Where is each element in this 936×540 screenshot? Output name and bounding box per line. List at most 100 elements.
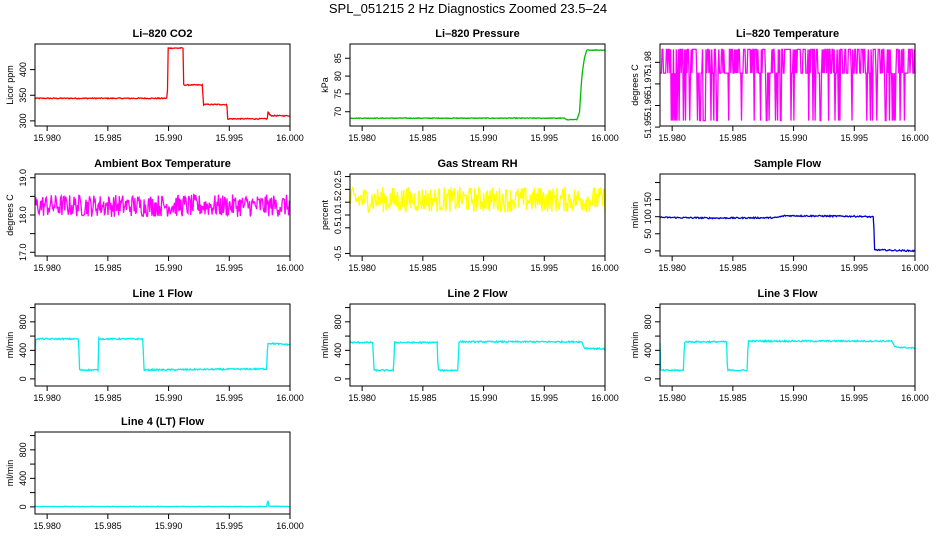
y-tick-label: 0 [643,376,653,381]
x-axis: 15.980 15.985 15.990 15.995 16.000 [658,386,929,403]
y-tick-label: 51.96 [643,94,653,117]
x-tick-label: 15.980 [33,133,61,143]
x-tick-label: 15.990 [155,133,183,143]
y-tick-label: 18.0 [18,206,28,224]
panel-7: Line 1 Flow 15.980 15.985 15.990 15.995 16.00… [5,288,304,403]
x-tick-label: 15.980 [33,521,61,531]
y-tick-label: 1.5 [333,196,343,209]
x-tick-label: 16.000 [276,263,304,273]
x-tick-label: 15.995 [216,263,244,273]
x-tick-label: 15.985 [409,393,437,403]
x-tick-label: 15.990 [780,393,808,403]
x-tick-label: 15.985 [719,263,747,273]
x-axis: 15.980 15.985 15.990 15.995 16.000 [658,126,929,143]
plot-frame [659,43,916,127]
x-axis: 15.980 15.985 15.990 15.995 16.000 [33,386,304,403]
y-tick-label: 800 [643,314,653,329]
x-tick-label: 15.985 [94,133,122,143]
series-line-5 [349,185,606,214]
panel-1: Li–820 CO2 15.980 15.985 15.990 15.995 16.000… [5,28,304,143]
y-axis-label: degrees C [630,64,640,106]
panel-9: Line 3 Flow 15.980 15.985 15.990 15.995 16.00… [630,288,929,403]
y-axis-label: ml/min [630,332,640,359]
panel-8: Line 2 Flow 15.980 15.985 15.990 15.995 16.00… [320,288,619,403]
panel-title: Ambient Box Temperature [94,158,231,170]
x-axis: 15.980 15.985 15.990 15.995 16.000 [348,126,619,143]
y-tick-label: 2.5 [333,170,343,183]
x-tick-label: 16.000 [901,133,929,143]
panel-10: Line 4 (LT) Flow 15.980 15.985 15.990 15.995… [5,416,304,531]
x-tick-label: 15.985 [94,263,122,273]
plot-frame [34,431,291,515]
y-tick-label: 51.97 [643,73,653,96]
x-tick-label: 16.000 [591,133,619,143]
y-tick-label: 0 [643,248,653,253]
x-tick-label: 15.980 [33,263,61,273]
x-tick-label: 15.980 [348,133,376,143]
x-axis: 15.980 15.985 15.990 15.995 16.000 [658,256,929,273]
panel-5: Gas Stream RH 15.980 15.985 15.990 15.995 16.… [320,158,619,273]
x-axis: 15.980 15.985 15.990 15.995 16.000 [33,256,304,273]
main-title: SPL_051215 2 Hz Diagnostics Zoomed 23.5–… [328,1,608,16]
y-axis-label: ml/min [320,332,330,359]
series-line-8 [349,339,606,373]
x-tick-label: 15.980 [658,133,686,143]
panel-title: Li–820 Pressure [435,28,519,40]
x-tick-label: 15.995 [531,393,559,403]
x-tick-label: 15.995 [841,263,869,273]
y-axis: 17.0 18.0 19.0 [18,169,35,261]
x-tick-label: 15.985 [409,263,437,273]
x-tick-label: 16.000 [591,263,619,273]
y-tick-label: 400 [18,62,28,77]
x-tick-label: 15.980 [658,263,686,273]
x-tick-label: 15.985 [94,393,122,403]
x-tick-label: 15.990 [155,263,183,273]
series-line-6 [659,214,916,253]
y-tick-label: -0.5 [333,246,343,262]
x-tick-label: 15.985 [719,393,747,403]
plot-frame [34,173,291,257]
x-tick-label: 15.990 [780,263,808,273]
x-tick-label: 15.980 [658,393,686,403]
y-tick-label: 0 [18,504,28,509]
panel-title: Li–820 Temperature [736,28,839,40]
series-line-3 [660,48,916,122]
y-tick-label: 75 [333,89,343,99]
panel-title: Line 3 Flow [758,288,818,300]
y-tick-label: 51.95 [643,116,653,139]
panel-title: Gas Stream RH [437,158,517,170]
x-axis: 15.980 15.985 15.990 15.995 16.000 [33,126,304,143]
x-tick-label: 16.000 [276,521,304,531]
x-tick-label: 15.995 [216,393,244,403]
plot-frame [34,43,291,127]
plot-frame [349,43,606,127]
y-axis-label: ml/min [630,202,640,229]
series-line-10 [35,500,290,508]
y-axis-label: percent [320,199,330,230]
y-tick-label: 17.0 [18,244,28,262]
plot-frame [34,303,291,387]
series-line-1 [34,46,291,121]
panel-title: Line 4 (LT) Flow [121,416,204,428]
y-tick-label: 0 [333,376,343,381]
x-tick-label: 16.000 [591,393,619,403]
panel-6: Sample Flow 15.980 15.985 15.990 15.995 16.00… [630,158,929,273]
y-axis-label: Licor ppm [5,65,15,105]
series-line-7 [34,335,291,373]
x-tick-label: 15.985 [409,133,437,143]
panel-title: Line 1 Flow [133,288,193,300]
x-tick-label: 15.995 [531,133,559,143]
x-tick-label: 15.990 [470,393,498,403]
y-tick-label: 400 [18,343,28,358]
x-tick-label: 15.980 [348,263,376,273]
y-tick-label: 800 [333,314,343,329]
plot-frame [349,303,606,387]
y-tick-label: 50 [643,229,653,239]
x-tick-label: 15.985 [94,521,122,531]
y-tick-label: 350 [18,88,28,103]
plot-frame [659,303,916,387]
x-tick-label: 15.995 [216,521,244,531]
panel-title: Line 2 Flow [448,288,508,300]
